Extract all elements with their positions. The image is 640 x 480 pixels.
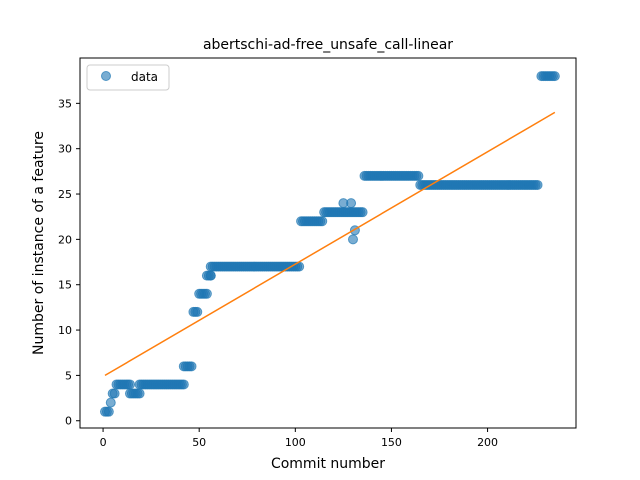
chart-title: abertschi-ad-free_unsafe_call-linear [203,37,453,53]
data-point [205,270,216,281]
data-point [186,361,197,372]
legend: data [86,64,170,91]
y-tick-label: 15 [58,279,72,292]
y-tick-label: 10 [58,324,72,337]
y-tick-label: 25 [58,188,72,201]
data-point [192,306,203,317]
x-tick-label: 200 [477,436,498,449]
data-point [178,379,189,390]
data-point [103,406,114,417]
x-axis-ticks: 0 50 100 150 200 [100,428,498,449]
axes-frame [79,57,577,429]
y-tick-label: 5 [65,369,72,382]
x-tick-label: 100 [285,436,306,449]
data-point [134,388,145,399]
data-point [532,179,543,190]
y-tick-label: 20 [58,233,72,246]
data-point [413,170,424,181]
x-tick-label: 50 [192,436,206,449]
data-point [109,388,120,399]
x-axis-label: Commit number [271,456,385,472]
x-tick-label: 150 [381,436,402,449]
data-point [317,216,328,227]
data-point [105,397,116,408]
data-points [99,71,560,417]
fit-line [104,111,556,377]
fit-line-group [104,111,556,377]
y-axis-label: Number of instance of a feature [31,131,47,355]
data-point [549,71,560,82]
x-tick-label: 0 [100,436,107,449]
y-tick-label: 30 [58,143,72,156]
data-point [347,234,358,245]
y-axis-ticks: 0 5 10 15 20 25 30 35 [58,97,80,428]
legend-label-data: data [131,70,158,84]
y-tick-label: 35 [58,97,72,110]
data-point [346,198,357,209]
legend-marker-data [101,71,111,81]
data-point [201,288,212,299]
y-tick-label: 0 [65,415,72,428]
data-point [124,379,135,390]
data-point [357,207,368,218]
